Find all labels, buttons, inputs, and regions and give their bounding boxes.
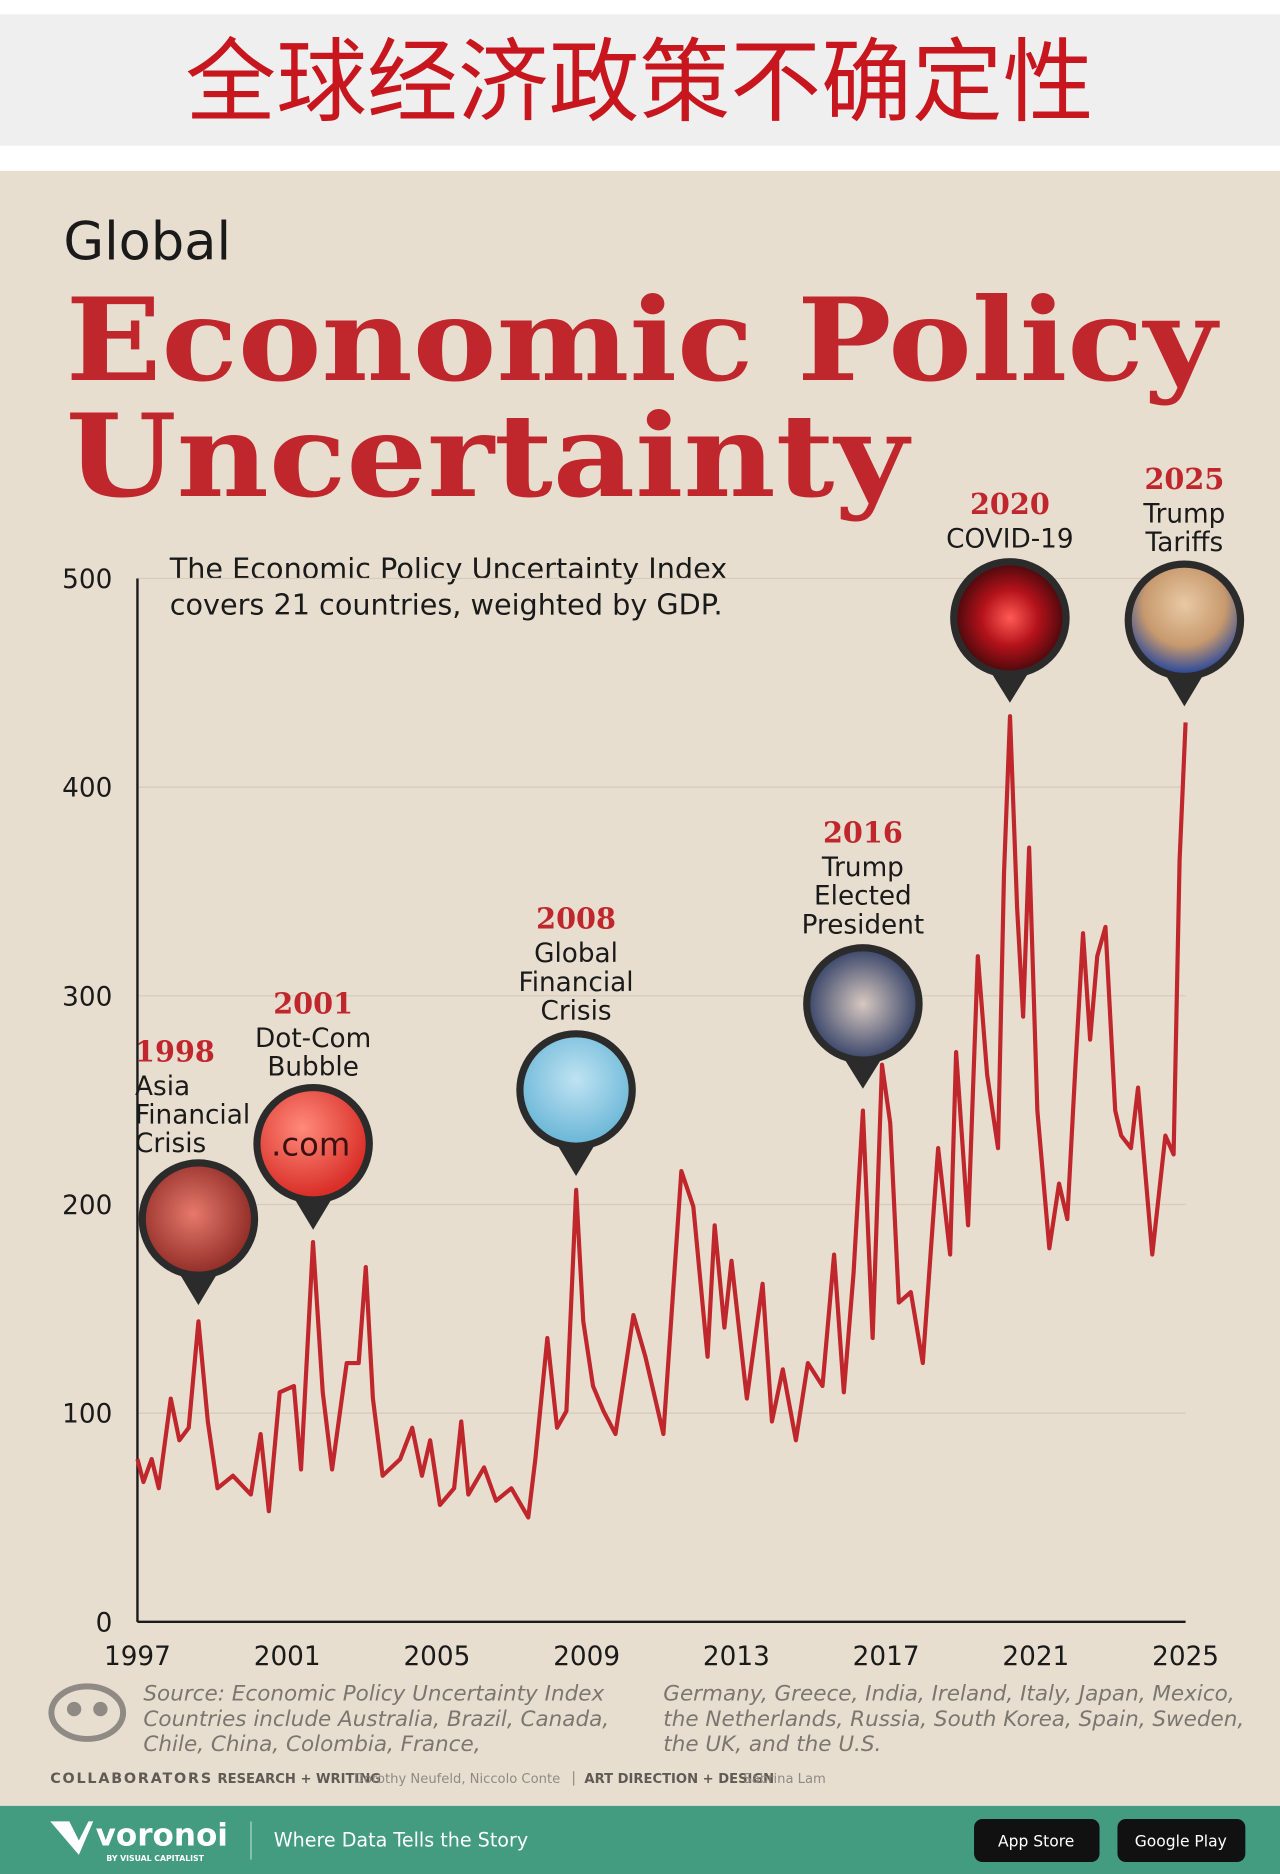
pin-icon	[1131, 567, 1237, 673]
title-line: Economic Policy	[66, 273, 1221, 408]
annotation-label: Financial	[135, 1100, 250, 1130]
annotation-label: COVID-19	[946, 524, 1073, 554]
google-play-label[interactable]: Google Play	[1135, 1833, 1227, 1851]
annotation-label: Crisis	[135, 1129, 206, 1159]
annotation-label: Asia	[135, 1072, 190, 1102]
annotation-label: Crisis	[540, 996, 611, 1026]
brand-sub: BY VISUAL CAPITALIST	[106, 1854, 204, 1863]
google-play-bg[interactable]	[1117, 1819, 1246, 1863]
x-tick-label: 1997	[104, 1642, 171, 1672]
x-tick-label: 2017	[853, 1642, 920, 1672]
annotation-year: 1998	[135, 1034, 215, 1068]
y-tick-label: 0	[96, 1608, 113, 1638]
pin-shape	[841, 1054, 885, 1089]
pin-icon	[260, 1091, 366, 1197]
countries-line: Countries include Australia, Brazil, Can…	[143, 1707, 609, 1732]
credits-name: Dorothy Neufeld, Niccolo Conte	[354, 1772, 560, 1787]
brand: voronoi	[96, 1817, 228, 1853]
y-tick-label: 100	[62, 1400, 112, 1430]
pin-icon	[810, 951, 916, 1057]
countries-line: Germany, Greece, India, Ireland, Italy, …	[663, 1682, 1234, 1707]
annotation-year: 2008	[536, 902, 616, 936]
app-store-button[interactable]: App Store	[974, 1819, 1100, 1863]
countries-line: the Netherlands, Russia, South Korea, Sp…	[663, 1707, 1244, 1732]
source-logo	[48, 1683, 127, 1742]
credits-role: RESEARCH + WRITING	[218, 1772, 382, 1787]
credits-name: Sabrina Lam	[743, 1772, 825, 1787]
google-play-button[interactable]: Google Play	[1117, 1819, 1246, 1863]
annotation-label: Trump	[821, 853, 904, 883]
countries-line: the UK, and the U.S.	[663, 1732, 881, 1757]
pin-shape	[988, 668, 1032, 703]
pin-icon	[145, 1166, 251, 1272]
annotation-year: 2016	[823, 816, 903, 850]
brand-logo	[50, 1821, 94, 1855]
tagline: Where Data Tells the Story	[274, 1829, 528, 1852]
x-tick-label: 2001	[254, 1642, 321, 1672]
annotation-label: Global	[534, 939, 618, 969]
pin-icon	[957, 565, 1063, 671]
pin-icon	[523, 1037, 629, 1143]
pin-shape	[176, 1269, 220, 1306]
annotation-year: 2025	[1144, 462, 1224, 496]
credits-label: COLLABORATORS	[50, 1771, 213, 1787]
annotation-label: Trump	[1142, 499, 1225, 529]
annotation-label: Bubble	[267, 1053, 359, 1083]
annotation-label: Elected	[814, 882, 912, 912]
source: Source: Economic Policy Uncertainty Inde…	[143, 1682, 604, 1707]
note-line: covers 21 countries, weighted by GDP.	[170, 587, 723, 621]
y-tick-label: 200	[62, 1191, 112, 1221]
y-tick-label: 300	[62, 982, 112, 1012]
annotation-year: 2020	[970, 487, 1050, 521]
pin-shape	[291, 1193, 335, 1230]
annotation-label: Tariffs	[1145, 528, 1224, 558]
x-tick-label: 2013	[703, 1642, 770, 1672]
pin-shape	[1162, 670, 1206, 707]
pin-icon-text: .com	[271, 1126, 350, 1164]
annotation-label: President	[802, 910, 925, 940]
x-tick-label: 2009	[553, 1642, 620, 1672]
x-tick-label: 2021	[1002, 1642, 1069, 1672]
data-line	[135, 714, 1188, 1520]
annotation-label: Financial	[519, 968, 634, 998]
infographic-bg	[0, 170, 1280, 1806]
credits-role: ART DIRECTION + DESIGN	[584, 1772, 774, 1787]
x-tick-label: 2005	[403, 1642, 470, 1672]
y-tick-label: 500	[62, 565, 112, 595]
note-line: The Economic Policy Uncertainty Index	[169, 551, 728, 585]
header-band	[0, 14, 1280, 146]
y-tick-label: 400	[62, 774, 112, 804]
x-tick-label: 2025	[1152, 1642, 1219, 1672]
pin-shape	[554, 1140, 598, 1177]
title-line: Uncertainty	[66, 389, 912, 524]
annotation-label: Dot-Com	[255, 1024, 371, 1054]
app-store-bg[interactable]	[974, 1819, 1100, 1863]
countries-line: Chile, China, Colombia, France,	[143, 1732, 480, 1757]
app-store-label[interactable]: App Store	[998, 1833, 1074, 1851]
annotation-year: 2001	[273, 986, 353, 1020]
supertitle: Global	[63, 211, 231, 272]
header-title: 全球经济政策不确定性	[185, 31, 1093, 136]
